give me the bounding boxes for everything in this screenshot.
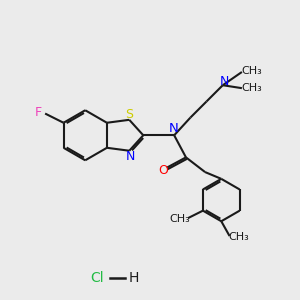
Text: CH₃: CH₃ [169,214,190,224]
Text: S: S [125,108,133,121]
Text: H: H [129,271,139,285]
Text: F: F [35,106,42,118]
Text: N: N [126,149,135,163]
Text: O: O [158,164,168,176]
Text: N: N [220,75,229,88]
Text: CH₃: CH₃ [242,65,262,76]
Text: CH₃: CH₃ [228,232,249,242]
Text: Cl: Cl [90,271,104,285]
Text: CH₃: CH₃ [242,83,262,93]
Text: N: N [169,122,178,135]
